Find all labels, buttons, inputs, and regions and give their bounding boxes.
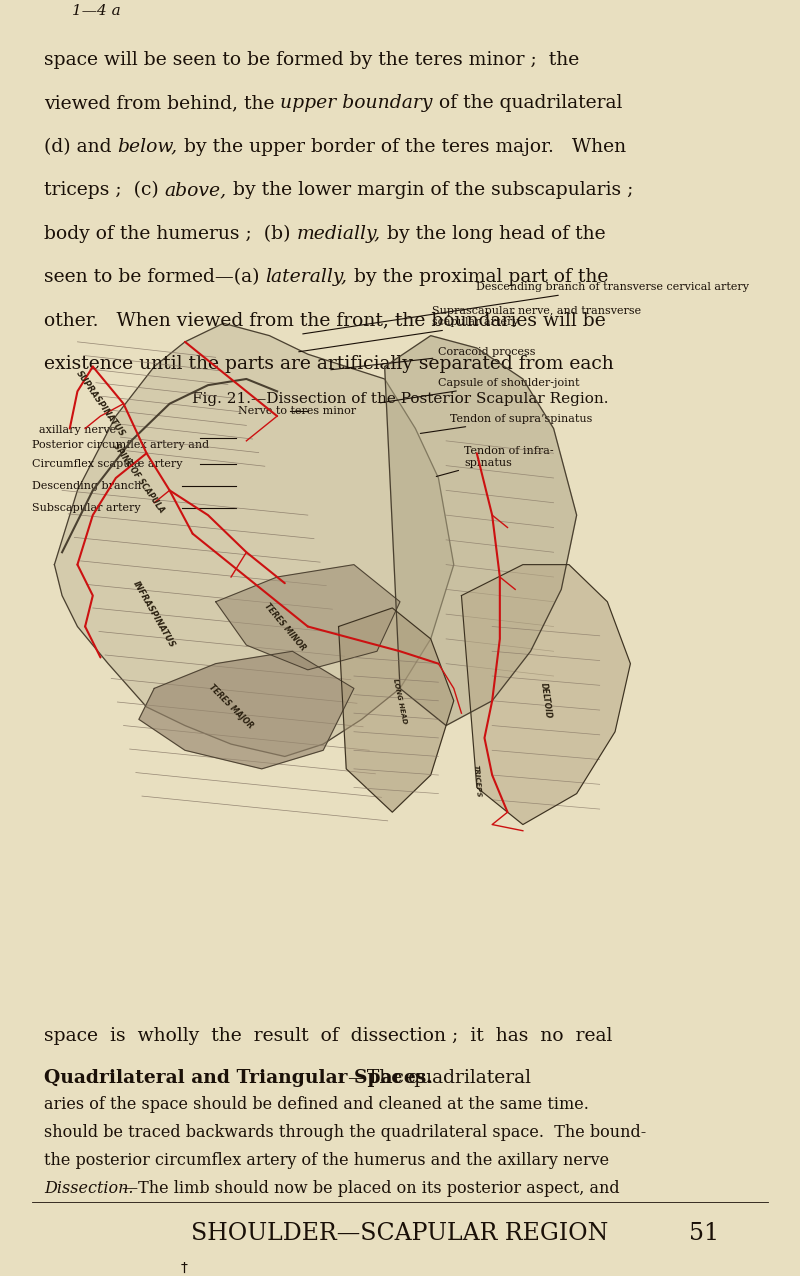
Text: TERES MAJOR: TERES MAJOR — [207, 683, 255, 731]
Text: by the upper border of the teres major.   When: by the upper border of the teres major. … — [178, 138, 626, 156]
Text: axillary nerve: axillary nerve — [32, 425, 116, 435]
Text: TERES MINOR: TERES MINOR — [262, 601, 307, 652]
Text: LONG HEAD: LONG HEAD — [392, 678, 408, 723]
Text: Descending branch of transverse cervical artery: Descending branch of transverse cervical… — [302, 282, 749, 334]
Text: space will be seen to be formed by the teres minor ;  the: space will be seen to be formed by the t… — [44, 51, 579, 69]
Text: by the long head of the: by the long head of the — [381, 225, 606, 242]
Text: TRICEPS: TRICEPS — [472, 764, 482, 798]
Text: other.   When viewed from the front, the boundaries will be: other. When viewed from the front, the b… — [44, 311, 606, 329]
Text: Quadrilateral and Triangular Spaces.: Quadrilateral and Triangular Spaces. — [44, 1069, 433, 1087]
Polygon shape — [338, 607, 454, 813]
Text: 51: 51 — [689, 1222, 719, 1245]
Text: †: † — [181, 1261, 187, 1275]
Text: SPINE OF SCAPULA: SPINE OF SCAPULA — [112, 441, 166, 514]
Text: viewed from behind, the: viewed from behind, the — [44, 94, 281, 112]
Text: by the proximal part of the: by the proximal part of the — [347, 268, 608, 286]
Text: below,: below, — [118, 138, 178, 156]
Text: SHOULDER—SCAPULAR REGION: SHOULDER—SCAPULAR REGION — [191, 1222, 609, 1245]
Text: space  is  wholly  the  result  of  dissection ;  it  has  no  real: space is wholly the result of dissection… — [44, 1027, 612, 1045]
Text: Capsule of shoulder-joint: Capsule of shoulder-joint — [380, 378, 580, 403]
Text: triceps ;  (c): triceps ; (c) — [44, 181, 165, 199]
Text: Tendon of infra-
spinatus: Tendon of infra- spinatus — [436, 447, 554, 476]
Text: 1—4 a: 1—4 a — [72, 4, 120, 18]
Text: Subscapular artery: Subscapular artery — [32, 503, 141, 513]
Text: aries of the space should be defined and cleaned at the same time.: aries of the space should be defined and… — [44, 1096, 589, 1113]
Text: Descending branch: Descending branch — [32, 481, 142, 491]
Text: Circumflex scapulæ artery: Circumflex scapulæ artery — [32, 459, 182, 470]
Text: Posterior circumflex artery and: Posterior circumflex artery and — [32, 440, 209, 450]
Text: Coracoid process: Coracoid process — [330, 347, 536, 370]
Polygon shape — [385, 336, 577, 726]
Text: laterally,: laterally, — [266, 268, 347, 286]
Text: body of the humerus ;  (b): body of the humerus ; (b) — [44, 225, 297, 242]
Text: Nerve to teres minor: Nerve to teres minor — [238, 406, 356, 416]
Polygon shape — [54, 323, 454, 757]
Text: the posterior circumflex artery of the humerus and the axillary nerve: the posterior circumflex artery of the h… — [44, 1152, 609, 1169]
Text: SUPRASPINATUS: SUPRASPINATUS — [74, 369, 126, 439]
Text: Dissection.: Dissection. — [44, 1180, 134, 1197]
Text: —The quadrilateral: —The quadrilateral — [348, 1069, 531, 1087]
Text: INFRASPINATUS: INFRASPINATUS — [131, 579, 177, 649]
Text: should be traced backwards through the quadrilateral space.  The bound-: should be traced backwards through the q… — [44, 1124, 646, 1141]
Text: seen to be formed—(a): seen to be formed—(a) — [44, 268, 266, 286]
Text: of the quadrilateral: of the quadrilateral — [433, 94, 622, 112]
Polygon shape — [139, 651, 354, 769]
Text: (d) and: (d) and — [44, 138, 118, 156]
Text: existence until the parts are artificially separated from each: existence until the parts are artificial… — [44, 355, 614, 373]
Polygon shape — [462, 564, 630, 824]
Text: above,: above, — [165, 181, 227, 199]
Text: upper boundary: upper boundary — [281, 94, 433, 112]
Text: Fig. 21.—Dissection of the Posterior Scapular Region.: Fig. 21.—Dissection of the Posterior Sca… — [192, 392, 608, 406]
Text: —The limb should now be placed on its posterior aspect, and: —The limb should now be placed on its po… — [122, 1180, 619, 1197]
Text: Tendon of supra’spinatus: Tendon of supra’spinatus — [420, 413, 592, 434]
Text: Suprascapular nerve, and transverse
scapular artery: Suprascapular nerve, and transverse scap… — [298, 306, 641, 352]
Polygon shape — [216, 564, 400, 670]
Text: DELTOID: DELTOID — [539, 683, 553, 720]
Text: medially,: medially, — [297, 225, 381, 242]
Text: by the lower margin of the subscapularis ;: by the lower margin of the subscapularis… — [227, 181, 634, 199]
